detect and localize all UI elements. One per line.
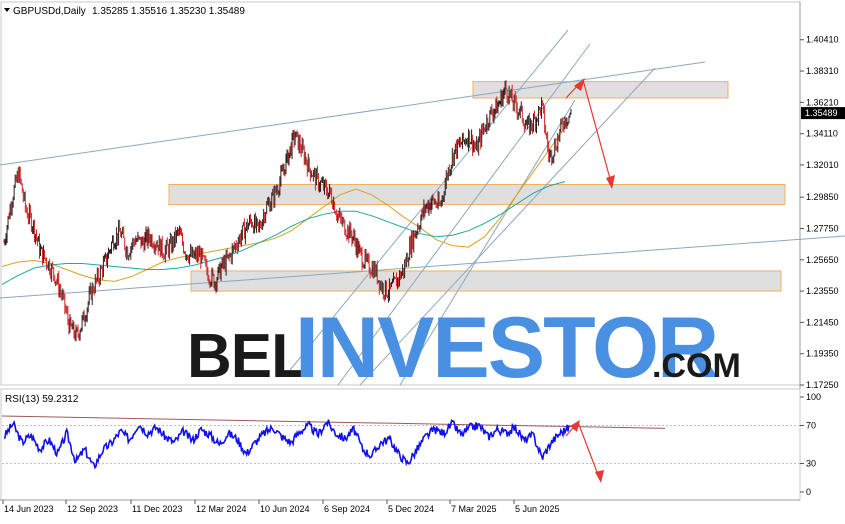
time-tick-label: 12 Sep 2023 [67,504,118,514]
price-tick-label: 1.21450 [806,317,839,327]
time-tick-label: 11 Dec 2023 [132,504,182,514]
time-tick-label: 5 Dec 2024 [388,504,434,514]
price-tick-label: 1.17250 [806,380,839,390]
price-tick-label: 1.25650 [806,255,839,265]
rsi-tick-label: 100 [806,392,821,402]
rsi-arrow-head-down [595,470,604,483]
symbol-label: GBPUSDd,Daily [13,6,86,17]
rsi-arrows [565,420,604,483]
trendline [289,29,569,371]
price-tick-label: 1.32010 [806,160,839,170]
rsi-tick-label: 0 [806,487,811,497]
watermark-com: .COM [652,347,741,385]
moving-average-line [1,181,566,285]
price-tick-label: 1.29850 [806,192,839,202]
time-tick-label: 5 Jun 2025 [515,504,560,514]
rsi-line-group [3,418,570,470]
ohlc-values: 1.35285 1.35516 1.35230 1.35489 [92,6,245,17]
time-tick-label: 6 Sep 2024 [324,504,370,514]
sr-zone [190,270,782,292]
price-tick-label: 1.40410 [806,35,839,45]
sr-zones [168,81,786,292]
rsi-trendline-line [1,415,666,429]
trendline [0,61,706,166]
price-tick-label: 1.34110 [806,129,838,139]
watermark: BEL INVESTOR .COM [187,300,741,396]
watermark-bel: BEL [187,322,308,391]
trendlines [0,29,845,386]
arrow-head-up [574,78,585,91]
rsi-label: RSI(13) 59.2312 [5,394,79,405]
time-tick-label: 12 Mar 2024 [196,504,247,514]
rsi-axis[interactable]: 100 70 30 0 [800,392,821,497]
sr-zone [472,81,729,99]
rsi-tick-label: 70 [806,421,816,431]
trendline [359,67,656,386]
rsi-line [3,418,570,470]
trendline [399,99,576,386]
projection-arrows [565,78,615,189]
watermark-investor: INVESTOR [295,300,718,396]
price-panel[interactable]: BEL INVESTOR .COM GBPUSDd,Daily 1.35285 … [0,1,845,396]
time-tick-label: 10 Jun 2024 [260,504,310,514]
candles [3,80,572,342]
time-tick-label: 7 Mar 2025 [451,504,497,514]
header: GBPUSDd,Daily 1.35285 1.35516 1.35230 1.… [4,6,245,17]
dropdown-triangle-icon[interactable] [4,8,10,12]
trendline [0,235,845,299]
price-tick-label: 1.19350 [806,349,839,359]
time-axis[interactable]: 14 Jun 2023 12 Sep 2023 11 Dec 2023 12 Mar … [0,499,800,514]
price-tick-label: 1.23550 [806,286,839,296]
price-tick-label: 1.38310 [806,66,839,76]
price-tick-label: 1.27750 [806,223,839,233]
rsi-levels [2,425,800,464]
trendline [337,43,591,386]
price-tick-label: 1.36210 [806,97,839,107]
rsi-arrow-head-up [570,420,580,432]
price-axis[interactable]: 1.40410 1.38310 1.36210 1.34110 1.32010 1.298… [799,2,845,500]
rsi-tick-label: 30 [806,459,816,469]
rsi-trendline [1,415,666,429]
current-price-badge [801,107,845,120]
time-tick-label: 14 Jun 2023 [4,504,54,514]
current-price-label: 1.35489 [805,108,838,118]
sr-zone [168,183,786,206]
arrow-head-down [606,175,615,189]
